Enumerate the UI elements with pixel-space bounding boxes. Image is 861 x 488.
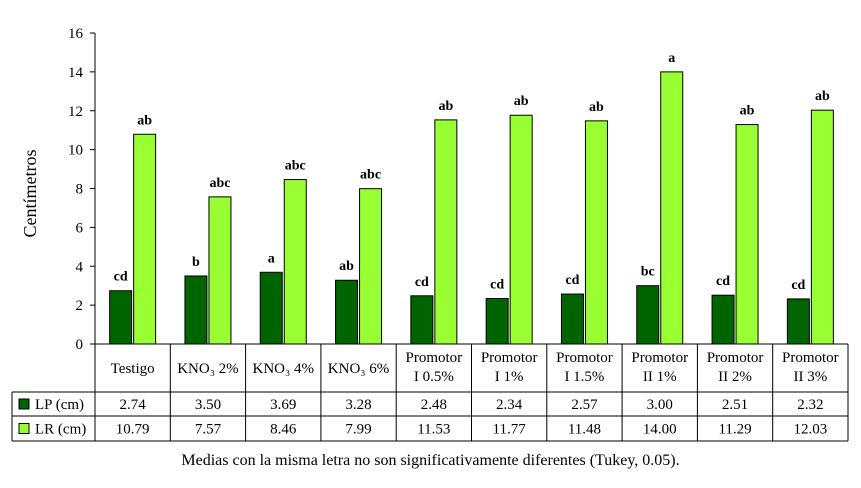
category-label-7-line-1: II 1%	[643, 369, 677, 385]
y-tick-label-3: 6	[76, 220, 84, 236]
y-tick-label-6: 12	[68, 104, 83, 120]
y-tick-label-1: 2	[76, 298, 84, 314]
category-label-6-line-1: I 1.5%	[564, 369, 604, 385]
y-tick-label-7: 14	[68, 65, 84, 81]
sig-letter-s0-c2: a	[268, 251, 275, 266]
bar-s0-c7	[636, 285, 660, 345]
bar-s0-c4	[410, 295, 434, 345]
legend-label-s1: LR (cm)	[35, 422, 86, 438]
table-value-s0-c9: 2.32	[797, 397, 823, 413]
table-value-s1-c9: 12.03	[793, 422, 827, 438]
bar-s0-c3	[335, 279, 359, 345]
category-label-8-line-1: II 2%	[718, 369, 752, 385]
bar-s0-c0	[109, 290, 133, 345]
category-label-8-line-0: Promotor	[707, 350, 764, 366]
bar-s1-c7	[660, 71, 684, 345]
table-value-s1-c6: 11.48	[568, 422, 601, 438]
sig-letter-s1-c6: ab	[589, 100, 604, 115]
sig-letter-s1-c5: ab	[514, 94, 529, 109]
category-label-1: KNO₃ 2%	[177, 361, 238, 377]
y-tick-label-2: 4	[76, 259, 84, 275]
table-value-s1-c5: 11.77	[493, 422, 527, 438]
table-value-s1-c8: 11.29	[718, 422, 751, 438]
table-value-s0-c4: 2.48	[421, 397, 447, 413]
y-tick-label-8: 16	[68, 26, 84, 42]
category-label-5-line-1: I 1%	[495, 369, 524, 385]
sig-letter-s0-c6: cd	[565, 273, 579, 288]
bar-s0-c1	[184, 275, 208, 345]
category-label-0: Testigo	[111, 361, 155, 377]
sig-letter-s0-c3: ab	[339, 259, 354, 274]
footnote: Medias con la misma letra no son signifi…	[181, 452, 680, 469]
category-label-4-line-1: I 0.5%	[414, 369, 454, 385]
bar-s0-c8	[711, 294, 735, 345]
category-label-7-line-0: Promotor	[631, 350, 688, 366]
y-tick-label-0: 0	[76, 337, 84, 353]
table-value-s0-c7: 3.00	[647, 397, 673, 413]
bar-s1-c3	[359, 188, 383, 345]
sig-letter-s1-c4: ab	[438, 99, 453, 114]
sig-letter-s0-c0: cd	[114, 270, 128, 285]
bar-s0-c9	[786, 298, 810, 345]
bar-s1-c1	[208, 196, 232, 345]
bar-s0-c6	[560, 293, 584, 345]
table-value-s0-c3: 3.28	[345, 397, 371, 413]
legend-label-s0: LP (cm)	[35, 397, 84, 413]
sig-letter-s1-c2: abc	[285, 159, 306, 174]
table-value-s0-c5: 2.34	[496, 397, 523, 413]
sig-letter-s1-c7: a	[668, 51, 675, 66]
sig-letter-s1-c9: ab	[815, 89, 830, 104]
bar-s0-c5	[485, 298, 509, 345]
table-value-s1-c2: 8.46	[270, 422, 297, 438]
bar-s1-c0	[133, 133, 157, 345]
sig-letter-s0-c7: bc	[641, 265, 655, 280]
y-tick-label-5: 10	[68, 143, 83, 159]
legend-key-s1	[18, 423, 30, 434]
sig-letter-s1-c1: abc	[209, 176, 230, 191]
category-label-9-line-1: II 3%	[793, 369, 827, 385]
table-value-s1-c0: 10.79	[116, 422, 150, 438]
sig-letter-s0-c1: b	[192, 255, 200, 270]
sig-letter-s0-c5: cd	[490, 278, 504, 293]
sig-letter-s0-c9: cd	[791, 278, 805, 293]
table-value-s1-c4: 11.53	[417, 422, 450, 438]
category-label-5-line-0: Promotor	[481, 350, 538, 366]
table-value-s0-c1: 3.50	[195, 397, 221, 413]
legend-key-s0	[18, 398, 30, 410]
sig-letter-s0-c4: cd	[415, 275, 429, 290]
sig-letter-s0-c8: cd	[716, 274, 730, 289]
sig-letter-s1-c3: abc	[360, 168, 381, 183]
bar-s1-c5	[509, 114, 533, 345]
category-label-9-line-0: Promotor	[782, 350, 839, 366]
table-value-s0-c0: 2.74	[120, 397, 147, 413]
table-value-s0-c6: 2.57	[571, 397, 598, 413]
bar-s1-c2	[283, 179, 307, 345]
table-value-s1-c3: 7.99	[345, 422, 371, 438]
sig-letter-s1-c8: ab	[740, 104, 755, 119]
category-label-6-line-0: Promotor	[556, 350, 613, 366]
y-axis-label: Centímetros	[20, 150, 40, 238]
y-tick-label-4: 8	[76, 182, 84, 198]
table-value-s1-c7: 14.00	[643, 422, 677, 438]
category-label-2: KNO₃ 4%	[253, 361, 314, 377]
bar-s1-c6	[584, 120, 608, 345]
bar-s1-c4	[434, 119, 458, 345]
table-value-s0-c2: 3.69	[270, 397, 296, 413]
category-label-4-line-0: Promotor	[406, 350, 463, 366]
bar-s1-c8	[735, 124, 759, 345]
bar-s1-c9	[810, 109, 834, 345]
bar-s0-c2	[259, 271, 283, 345]
table-value-s1-c1: 7.57	[195, 422, 222, 438]
table-value-s0-c8: 2.51	[722, 397, 748, 413]
category-label-3: KNO₃ 6%	[328, 361, 389, 377]
sig-letter-s1-c0: ab	[137, 113, 152, 128]
